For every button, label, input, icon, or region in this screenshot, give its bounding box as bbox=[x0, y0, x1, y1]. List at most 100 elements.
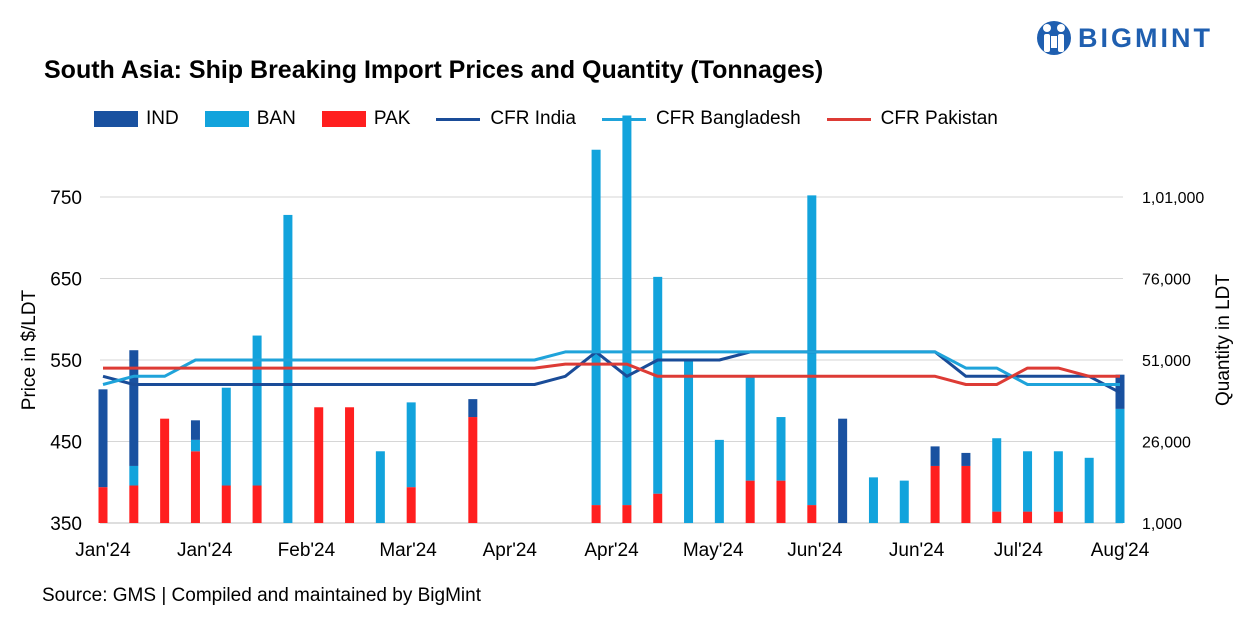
bar-ban bbox=[714, 439, 724, 523]
bar-pak bbox=[190, 451, 200, 523]
bar-pak bbox=[745, 480, 755, 523]
bar-pak bbox=[221, 485, 231, 523]
bar-ban bbox=[252, 335, 262, 486]
bar-ind bbox=[98, 389, 108, 488]
legend-label-cfr-india: CFR India bbox=[490, 108, 576, 129]
x-tick-label: Feb'24 bbox=[278, 540, 336, 561]
y2-tick-label: 26,000 bbox=[1142, 435, 1191, 452]
x-axis: Jan'24 Jan'24 Feb'24 Mar'24 Apr'24 Apr'24 May'… bbox=[75, 540, 1149, 561]
bar-pak bbox=[314, 407, 324, 523]
bar-ban bbox=[129, 465, 139, 486]
bar-pak bbox=[653, 493, 663, 523]
bar-ban bbox=[684, 360, 694, 523]
x-tick-label: Aug'24 bbox=[1091, 540, 1150, 561]
bigmint-logo-icon bbox=[1037, 21, 1071, 55]
bar-ban bbox=[1023, 451, 1033, 512]
bar-ban bbox=[745, 376, 755, 481]
line-series-group bbox=[102, 350, 1121, 394]
x-tick-label: Mar'24 bbox=[379, 540, 437, 561]
legend-label-cfr-pakistan: CFR Pakistan bbox=[880, 108, 998, 129]
legend-item-pak: PAK bbox=[321, 108, 411, 130]
legend: IND BAN PAK CFR India CFR Bangladesh CFR… bbox=[94, 108, 1024, 130]
bar-ban bbox=[375, 451, 385, 523]
bar-pak bbox=[930, 465, 940, 523]
bar-ban bbox=[190, 439, 200, 452]
legend-label-ind: IND bbox=[146, 108, 179, 129]
bar-ban bbox=[899, 480, 909, 523]
bar-pak bbox=[406, 487, 416, 523]
y-axis-label: Price in $/LDT bbox=[19, 289, 40, 410]
bar-series-group bbox=[98, 115, 1125, 523]
bar-pak bbox=[807, 505, 817, 523]
bar-pak bbox=[622, 505, 632, 523]
bar-pak bbox=[591, 505, 601, 523]
bar-pak bbox=[992, 511, 1002, 523]
legend-label-pak: PAK bbox=[373, 108, 411, 129]
legend-item-cfr-india: CFR India bbox=[436, 108, 576, 130]
y-tick-label: 350 bbox=[50, 514, 82, 535]
legend-swatch-cfr-pakistan bbox=[826, 117, 871, 121]
legend-item-ind: IND bbox=[94, 108, 179, 130]
bar-ind bbox=[930, 446, 940, 466]
legend-item-cfr-pakistan: CFR Pakistan bbox=[826, 108, 998, 130]
bar-ban bbox=[807, 195, 817, 506]
x-tick-label: Jan'24 bbox=[75, 540, 131, 561]
source-note: Source: GMS | Compiled and maintained by… bbox=[42, 585, 481, 606]
bar-ban bbox=[868, 477, 878, 523]
bar-pak bbox=[776, 480, 786, 523]
brand-name: BIGMINT bbox=[1078, 22, 1213, 53]
legend-label-ban: BAN bbox=[256, 108, 296, 129]
bar-ind bbox=[468, 399, 478, 418]
legend-swatch-pak bbox=[321, 111, 366, 127]
bar-pak bbox=[468, 417, 478, 523]
x-tick-label: Jun'24 bbox=[889, 540, 945, 561]
bar-ban bbox=[622, 115, 632, 506]
bar-pak bbox=[1023, 511, 1033, 523]
bar-pak bbox=[961, 465, 971, 523]
x-tick-label: Apr'24 bbox=[584, 540, 639, 561]
bar-ban bbox=[1053, 451, 1063, 512]
legend-label-cfr-bangladesh: CFR Bangladesh bbox=[655, 108, 801, 129]
bar-ind bbox=[129, 350, 139, 466]
y-axis-right: 1,000 26,000 51,000 76,000 1,01,000 bbox=[1142, 190, 1204, 533]
legend-swatch-ban bbox=[204, 111, 249, 127]
x-tick-label: Jun'24 bbox=[787, 540, 843, 561]
bar-pak bbox=[129, 485, 139, 523]
bar-ban bbox=[776, 417, 786, 481]
bar-ind bbox=[190, 420, 200, 440]
y-tick-label: 550 bbox=[50, 351, 82, 372]
legend-swatch-ind bbox=[94, 111, 138, 127]
bar-ind bbox=[961, 452, 971, 466]
bar-pak bbox=[160, 418, 170, 523]
y2-tick-label: 1,000 bbox=[1142, 516, 1182, 533]
y2-tick-label: 1,01,000 bbox=[1142, 190, 1204, 207]
x-tick-label: Apr'24 bbox=[483, 540, 538, 561]
bar-ban bbox=[1115, 408, 1125, 523]
x-tick-label: Jan'24 bbox=[177, 540, 233, 561]
bar-pak bbox=[98, 487, 108, 523]
bar-ban bbox=[221, 387, 231, 486]
line-cfr-bangladesh bbox=[102, 350, 1120, 386]
bar-ban bbox=[591, 149, 601, 506]
bar-ban bbox=[1084, 457, 1094, 523]
x-tick-label: May'24 bbox=[683, 540, 744, 561]
y-axis-left: 350 450 550 650 750 bbox=[50, 188, 82, 535]
brand-logo: BIGMINT bbox=[1036, 18, 1213, 58]
y2-tick-label: 76,000 bbox=[1142, 272, 1191, 289]
bar-ban bbox=[406, 402, 416, 488]
legend-item-ban: BAN bbox=[204, 108, 296, 130]
chart-title: South Asia: Ship Breaking Import Prices … bbox=[44, 56, 824, 84]
bar-ban bbox=[992, 438, 1002, 512]
bar-pak bbox=[252, 485, 262, 523]
bar-pak bbox=[345, 407, 355, 523]
bar-ban bbox=[653, 276, 663, 494]
y2-axis-label: Quantity in LDT bbox=[1213, 274, 1234, 406]
y-tick-label: 450 bbox=[50, 433, 82, 454]
y-tick-label: 750 bbox=[50, 188, 82, 209]
bar-ind bbox=[838, 418, 848, 523]
y-tick-label: 650 bbox=[50, 270, 82, 291]
y2-tick-label: 51,000 bbox=[1142, 353, 1191, 370]
bar-pak bbox=[1053, 511, 1063, 523]
legend-swatch-cfr-india bbox=[436, 117, 481, 121]
